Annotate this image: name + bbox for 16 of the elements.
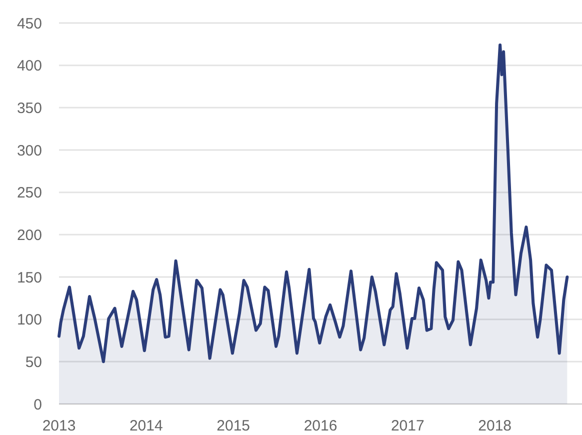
y-tick-label: 400	[16, 58, 42, 75]
x-tick-label: 2014	[129, 417, 163, 434]
y-tick-label: 0	[34, 396, 42, 414]
y-tick-label: 350	[16, 100, 42, 117]
x-tick-label: 2013	[42, 417, 76, 434]
y-tick-label: 200	[16, 226, 42, 244]
y-tick-label: 250	[16, 184, 42, 202]
x-tick-label: 2017	[390, 417, 424, 434]
x-tick-label: 2015	[216, 417, 250, 434]
x-tick-label: 2018	[478, 417, 512, 434]
y-tick-label: 450	[16, 15, 42, 32]
y-tick-label: 300	[16, 142, 42, 160]
y-tick-label: 100	[16, 312, 42, 329]
y-tick-label: 50	[25, 354, 42, 371]
y-tick-label: 150	[16, 269, 42, 286]
x-tick-label: 2016	[304, 417, 338, 434]
